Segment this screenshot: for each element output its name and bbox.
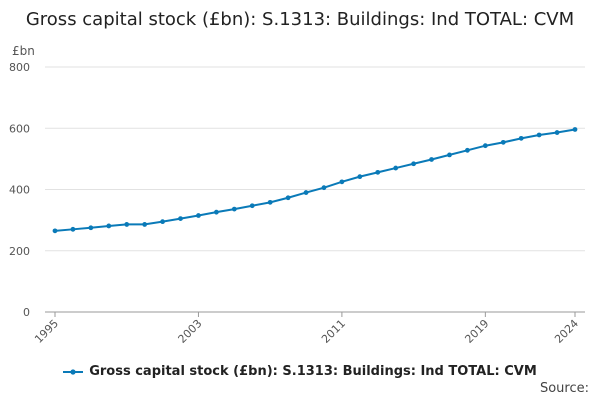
x-tick-label: 2024 — [552, 317, 581, 346]
data-point[interactable] — [411, 161, 417, 167]
data-point[interactable] — [321, 185, 327, 191]
series-line — [54, 128, 576, 232]
data-point[interactable] — [375, 169, 381, 175]
data-point[interactable] — [536, 132, 542, 138]
y-tick-label: 800 — [9, 61, 30, 74]
y-tick-label: 0 — [23, 306, 30, 319]
data-point[interactable] — [303, 190, 309, 195]
y-tick-label: 600 — [9, 122, 30, 135]
data-point[interactable] — [554, 130, 560, 135]
data-point[interactable] — [196, 213, 201, 218]
data-point[interactable] — [231, 206, 237, 212]
data-point[interactable] — [267, 199, 273, 205]
data-point[interactable] — [70, 226, 76, 232]
x-tick-label: 2019 — [462, 317, 491, 346]
chart-title: Gross capital stock (£bn): S.1313: Build… — [25, 9, 575, 30]
data-point[interactable] — [142, 222, 148, 227]
data-point[interactable] — [160, 219, 165, 225]
legend-label: Gross capital stock (£bn): S.1313: Build… — [89, 364, 537, 379]
data-point[interactable] — [357, 174, 363, 180]
data-point[interactable] — [88, 225, 94, 231]
x-tick-label: 1995 — [32, 317, 61, 346]
data-point[interactable] — [500, 139, 506, 145]
legend[interactable]: Gross capital stock (£bn): S.1313: Build… — [0, 364, 600, 379]
source-label: Source: — [539, 381, 589, 396]
data-point[interactable] — [518, 135, 524, 141]
data-point[interactable] — [178, 216, 183, 221]
data-point[interactable] — [429, 157, 434, 162]
y-tick-label: 400 — [9, 184, 30, 197]
data-point[interactable] — [482, 143, 488, 149]
x-tick-labels: 1995 2003 2011 2019 2024 — [32, 312, 581, 346]
data-point[interactable] — [52, 228, 58, 234]
data-point[interactable] — [572, 127, 578, 132]
y-axis-label: £bn — [12, 44, 35, 58]
data-point[interactable] — [249, 203, 255, 209]
data-point[interactable] — [213, 209, 219, 215]
data-point[interactable] — [447, 152, 452, 158]
data-point[interactable] — [465, 147, 470, 153]
data-point[interactable] — [285, 195, 291, 201]
legend-marker-icon — [63, 368, 84, 375]
data-point[interactable] — [106, 223, 112, 229]
x-tick-label: 2011 — [319, 317, 348, 346]
data-point[interactable] — [393, 165, 399, 171]
y-tick-labels: 0 200 400 600 800 — [9, 61, 30, 319]
x-tick-label: 2003 — [176, 317, 205, 346]
y-tick-label: 200 — [9, 245, 30, 258]
series-layer — [52, 127, 578, 234]
data-point[interactable] — [339, 179, 345, 185]
data-point[interactable] — [124, 222, 130, 227]
